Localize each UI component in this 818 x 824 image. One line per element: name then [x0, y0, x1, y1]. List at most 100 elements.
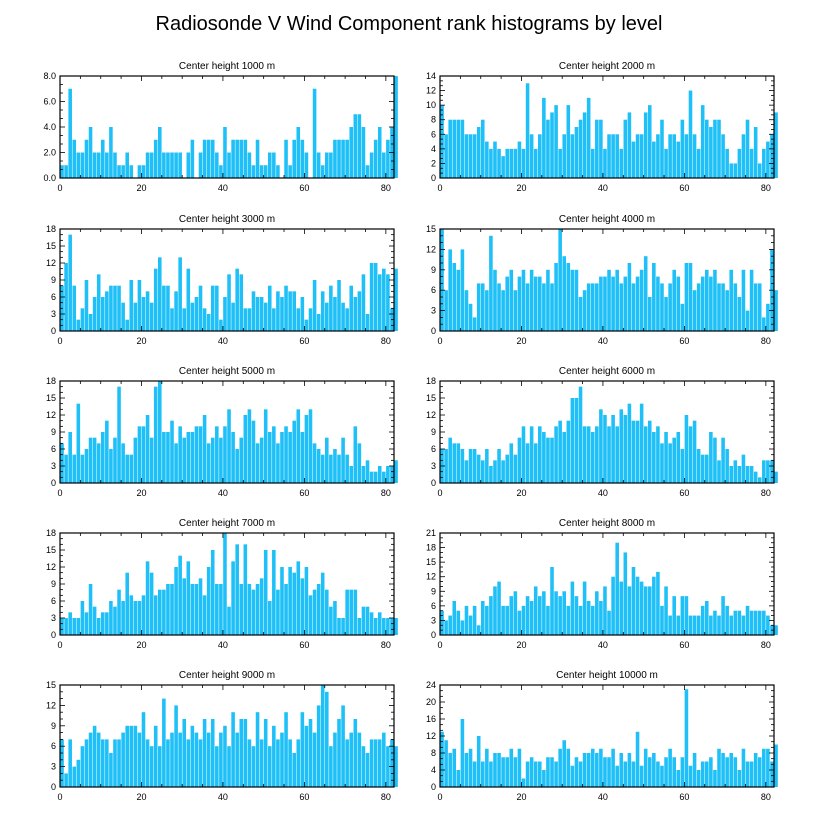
bar: [525, 83, 530, 178]
bar: [170, 152, 174, 178]
chart-panel: Center height 9000 m 0 20 40 60 80 0 3 6 9 12 15: [46, 670, 398, 802]
bar: [770, 761, 774, 787]
bar: [733, 283, 738, 331]
bar: [774, 625, 778, 635]
y-tick-label: 3: [51, 613, 56, 623]
bar: [325, 437, 329, 483]
bar: [202, 595, 207, 635]
chart-panel: Center height 3000 m 0 20 40 60 80 0 3 6 9 12 15 18: [46, 214, 398, 346]
bar: [505, 148, 509, 178]
bar: [223, 533, 227, 635]
bar: [558, 229, 562, 331]
bar: [509, 748, 514, 787]
bar: [480, 119, 485, 178]
bar: [493, 269, 497, 331]
bar: [680, 757, 685, 787]
bar: [333, 139, 337, 178]
y-tick-label: 3: [431, 615, 436, 625]
bar: [337, 618, 341, 635]
bar: [202, 139, 207, 178]
bar: [284, 426, 288, 483]
bar: [345, 308, 349, 331]
bar: [595, 753, 599, 787]
bar: [627, 586, 632, 635]
bar: [162, 285, 166, 331]
bar: [709, 757, 713, 787]
y-tick-label: 9: [51, 427, 56, 437]
bar: [198, 152, 203, 178]
bar: [153, 386, 158, 483]
bar: [382, 268, 386, 331]
bar: [721, 134, 725, 178]
bar: [292, 420, 296, 483]
bar: [251, 420, 256, 483]
x-tick-label: 80: [761, 792, 771, 802]
bar: [733, 460, 738, 483]
bar: [599, 409, 603, 483]
y-tick-label: 12: [46, 700, 56, 710]
bar: [696, 148, 701, 178]
bar: [774, 471, 778, 483]
bar: [578, 297, 583, 331]
bar: [660, 605, 664, 635]
y-tick-label: 6: [51, 444, 56, 454]
bar: [259, 297, 264, 331]
bar: [267, 432, 272, 483]
bar: [386, 618, 390, 635]
bar: [64, 618, 68, 635]
bar: [542, 432, 546, 483]
bar: [652, 753, 656, 787]
bar: [513, 591, 518, 635]
bar: [288, 432, 292, 483]
bar: [688, 90, 693, 178]
bar: [76, 759, 81, 787]
bar: [497, 449, 501, 483]
bar: [113, 739, 117, 787]
bar: [215, 584, 219, 635]
bar: [365, 606, 370, 635]
bar: [162, 432, 166, 483]
bar: [489, 761, 493, 787]
bar: [329, 152, 333, 178]
bar: [627, 403, 632, 483]
bar: [349, 285, 354, 331]
bar: [88, 127, 93, 178]
bar: [210, 550, 215, 635]
bar: [194, 426, 199, 483]
bar: [84, 139, 89, 178]
bar: [255, 712, 260, 787]
bar: [121, 443, 125, 483]
bar: [562, 740, 567, 787]
bar: [452, 601, 457, 635]
bar: [607, 134, 611, 178]
x-tick-label: 60: [299, 640, 309, 650]
y-tick-label: 0: [51, 326, 56, 336]
bar: [333, 449, 337, 483]
bar: [757, 757, 762, 787]
bar: [105, 152, 109, 178]
y-tick-label: 10: [426, 100, 436, 110]
bar: [684, 134, 689, 178]
bar: [582, 753, 587, 787]
bar: [729, 269, 734, 331]
bar: [623, 415, 628, 483]
bar: [599, 748, 603, 787]
bar: [611, 576, 615, 635]
bar: [574, 398, 579, 483]
bar: [700, 605, 705, 635]
bar: [361, 127, 366, 178]
bar: [472, 605, 477, 635]
bar: [595, 283, 599, 331]
bar: [448, 753, 452, 787]
bar: [190, 139, 195, 178]
bar: [460, 620, 465, 635]
bar: [149, 302, 154, 331]
bar: [737, 770, 742, 787]
bar: [757, 163, 762, 178]
y-tick-label: 9: [51, 275, 56, 285]
bar: [377, 739, 382, 787]
bar: [725, 757, 729, 787]
bar: [607, 757, 611, 787]
bar: [533, 761, 538, 787]
y-tick-label: 2.0: [43, 148, 56, 158]
